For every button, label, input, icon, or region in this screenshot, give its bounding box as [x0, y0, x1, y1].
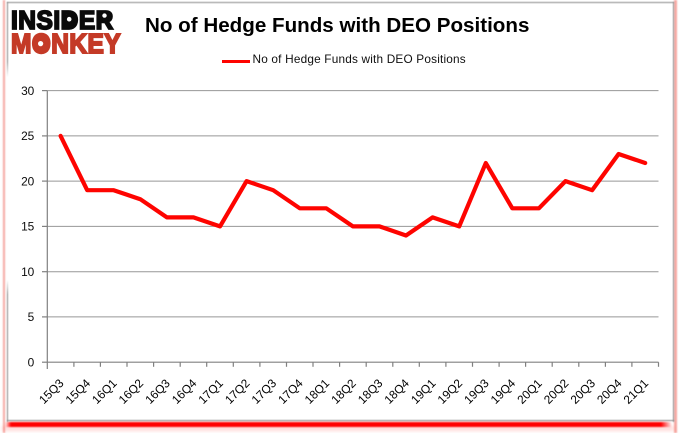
svg-text:30: 30 [21, 84, 35, 98]
svg-text:17Q4: 17Q4 [275, 376, 306, 407]
svg-text:20Q2: 20Q2 [541, 376, 572, 407]
svg-text:20Q1: 20Q1 [514, 376, 545, 407]
svg-text:20: 20 [21, 174, 35, 188]
svg-text:19Q4: 19Q4 [488, 376, 519, 407]
svg-text:10: 10 [21, 265, 35, 279]
svg-text:16Q4: 16Q4 [169, 376, 200, 407]
svg-text:21Q1: 21Q1 [621, 376, 652, 407]
svg-text:20Q4: 20Q4 [594, 376, 625, 407]
svg-text:15Q4: 15Q4 [63, 376, 94, 407]
svg-text:18Q1: 18Q1 [302, 376, 333, 407]
svg-text:16Q1: 16Q1 [89, 376, 120, 407]
svg-text:18Q2: 18Q2 [328, 376, 359, 407]
svg-text:20Q3: 20Q3 [568, 376, 599, 407]
svg-text:16Q3: 16Q3 [142, 376, 173, 407]
svg-text:18Q3: 18Q3 [355, 376, 386, 407]
svg-text:17Q2: 17Q2 [222, 376, 253, 407]
svg-text:15Q3: 15Q3 [36, 376, 67, 407]
svg-text:17Q3: 17Q3 [249, 376, 280, 407]
svg-text:25: 25 [21, 129, 35, 143]
svg-text:15: 15 [21, 220, 35, 234]
svg-text:5: 5 [28, 310, 35, 324]
svg-text:19Q2: 19Q2 [435, 376, 466, 407]
svg-text:0: 0 [28, 356, 35, 370]
svg-text:19Q1: 19Q1 [408, 376, 439, 407]
svg-text:18Q4: 18Q4 [381, 376, 412, 407]
svg-text:19Q3: 19Q3 [461, 376, 492, 407]
svg-text:16Q2: 16Q2 [116, 376, 147, 407]
svg-text:17Q1: 17Q1 [195, 376, 226, 407]
